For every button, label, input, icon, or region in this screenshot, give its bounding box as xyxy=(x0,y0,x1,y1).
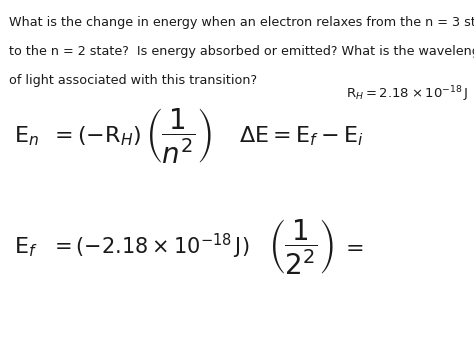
Text: of light associated with this transition?: of light associated with this transition… xyxy=(9,74,256,87)
Text: $\left(\dfrac{1}{n^2}\right)$: $\left(\dfrac{1}{n^2}\right)$ xyxy=(145,107,211,166)
Text: $\Delta\mathrm{E} = \mathrm{E}_{f} - \mathrm{E}_{i}$: $\Delta\mathrm{E} = \mathrm{E}_{f} - \ma… xyxy=(239,125,364,148)
Text: What is the change in energy when an electron relaxes from the n = 3 state: What is the change in energy when an ele… xyxy=(9,16,474,29)
Text: $= (-\mathrm{R}_{H})$: $= (-\mathrm{R}_{H})$ xyxy=(50,125,141,148)
Text: $\mathrm{R}_{H} = 2.18 \times 10^{-18}\,\mathrm{J}$: $\mathrm{R}_{H} = 2.18 \times 10^{-18}\,… xyxy=(346,84,468,104)
Text: to the n = 2 state?  Is energy absorbed or emitted? What is the wavelength: to the n = 2 state? Is energy absorbed o… xyxy=(9,45,474,58)
Text: $=$: $=$ xyxy=(341,237,364,257)
Text: $\mathrm{E}_{f}$: $\mathrm{E}_{f}$ xyxy=(14,235,38,258)
Text: $\left(\dfrac{1}{2^2}\right)$: $\left(\dfrac{1}{2^2}\right)$ xyxy=(268,217,333,277)
Text: $= (-2.18 \times 10^{-18}\,\mathrm{J})$: $= (-2.18 \times 10^{-18}\,\mathrm{J})$ xyxy=(50,232,249,261)
Text: $\mathrm{E}_{n}$: $\mathrm{E}_{n}$ xyxy=(14,125,39,148)
